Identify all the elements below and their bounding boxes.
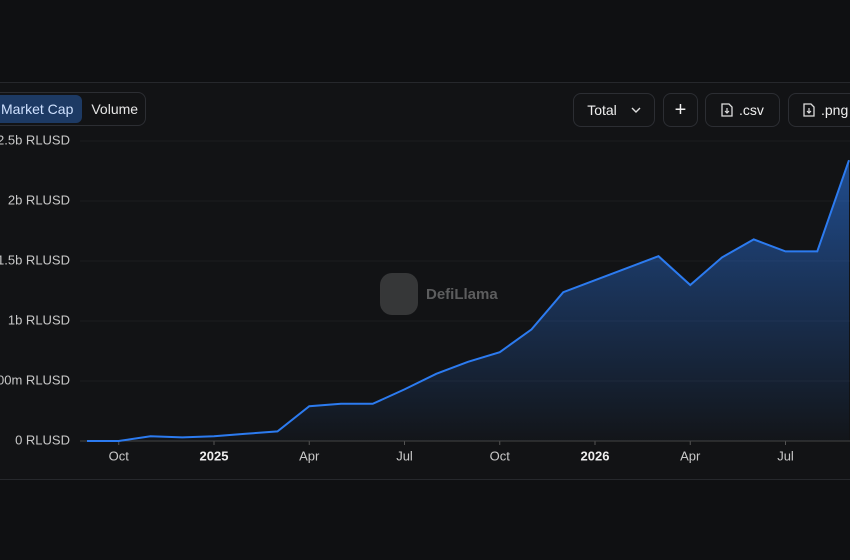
- x-tick-label: 2025: [200, 448, 229, 463]
- watermark-logo: [380, 273, 418, 315]
- area-line: [87, 159, 850, 442]
- file-icon: [803, 103, 815, 117]
- y-tick-label: 1b RLUSD: [8, 312, 70, 327]
- x-tick-label: Apr: [680, 448, 701, 463]
- button-label: Total: [587, 102, 617, 118]
- x-tick-label: Apr: [299, 448, 320, 463]
- y-tick-label: 2.5b RLUSD: [0, 132, 70, 147]
- button-label: .png: [821, 102, 849, 118]
- button-label: .csv: [739, 102, 764, 118]
- x-tick-label: Oct: [109, 448, 130, 463]
- x-tick-label: Oct: [490, 448, 511, 463]
- x-tick-label: Jul: [777, 448, 794, 463]
- y-tick-label: 1.5b RLUSD: [0, 252, 70, 267]
- add-button[interactable]: +: [663, 93, 698, 127]
- y-tick-label: 0 RLUSD: [15, 432, 70, 447]
- button-label: +: [674, 98, 687, 121]
- chevron-icon: [631, 107, 641, 113]
- png-button[interactable]: .png: [788, 93, 850, 127]
- y-tick-label: 500m RLUSD: [0, 372, 70, 387]
- x-tick-label: 2026: [581, 448, 610, 463]
- csv-button[interactable]: .csv: [705, 93, 780, 127]
- watermark: DefiLlama: [380, 273, 498, 315]
- file-icon: [721, 103, 733, 117]
- total-dropdown[interactable]: Total: [573, 93, 655, 127]
- y-tick-label: 2b RLUSD: [8, 192, 70, 207]
- tab-group: Market Cap Volume: [0, 92, 146, 126]
- tab[interactable]: Volume: [91, 101, 139, 117]
- area-fill: [87, 160, 849, 441]
- tab[interactable]: Market Cap: [0, 95, 83, 123]
- watermark-text: DefiLlama: [426, 286, 498, 303]
- x-tick-label: Jul: [396, 448, 413, 463]
